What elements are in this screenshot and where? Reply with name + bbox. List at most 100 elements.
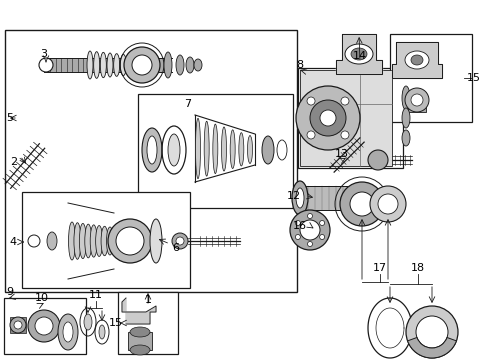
- Bar: [22, 192, 190, 288]
- Circle shape: [367, 150, 387, 170]
- Text: 1: 1: [144, 295, 151, 305]
- Circle shape: [309, 100, 346, 136]
- Ellipse shape: [195, 118, 200, 179]
- Circle shape: [349, 192, 373, 216]
- Circle shape: [108, 219, 152, 263]
- Wedge shape: [407, 337, 455, 358]
- Ellipse shape: [47, 232, 57, 250]
- Circle shape: [35, 317, 53, 335]
- Ellipse shape: [58, 314, 78, 350]
- Circle shape: [319, 234, 324, 239]
- Ellipse shape: [100, 52, 106, 78]
- Circle shape: [124, 47, 160, 83]
- Ellipse shape: [163, 52, 172, 78]
- Ellipse shape: [96, 226, 102, 256]
- Bar: [5, 30, 296, 292]
- Circle shape: [339, 182, 383, 226]
- Text: 3: 3: [41, 49, 47, 59]
- Text: 10: 10: [35, 293, 49, 303]
- Polygon shape: [391, 42, 441, 78]
- Ellipse shape: [291, 181, 307, 215]
- Ellipse shape: [185, 57, 194, 73]
- Bar: [44, 58, 172, 72]
- Text: 4: 4: [9, 237, 17, 247]
- Text: 12: 12: [286, 191, 301, 201]
- Circle shape: [377, 194, 397, 214]
- Ellipse shape: [130, 345, 150, 355]
- Circle shape: [306, 131, 314, 139]
- Ellipse shape: [247, 136, 252, 163]
- Ellipse shape: [401, 86, 409, 110]
- Ellipse shape: [350, 48, 366, 60]
- Ellipse shape: [68, 222, 75, 260]
- Ellipse shape: [84, 314, 92, 330]
- Text: 17: 17: [372, 263, 386, 273]
- Ellipse shape: [150, 219, 162, 263]
- Circle shape: [369, 186, 405, 222]
- Bar: [299, 186, 351, 210]
- Text: 13: 13: [334, 149, 348, 159]
- Bar: [10, 317, 26, 333]
- Bar: [297, 68, 402, 168]
- Circle shape: [410, 94, 422, 106]
- Ellipse shape: [204, 121, 209, 176]
- Circle shape: [172, 233, 187, 249]
- Text: 7: 7: [184, 99, 191, 109]
- Ellipse shape: [238, 133, 244, 166]
- Circle shape: [299, 220, 319, 240]
- Circle shape: [295, 220, 300, 225]
- Ellipse shape: [106, 227, 113, 255]
- Ellipse shape: [107, 53, 113, 77]
- Bar: [118, 292, 178, 354]
- Ellipse shape: [194, 59, 202, 71]
- Ellipse shape: [230, 130, 235, 168]
- Ellipse shape: [87, 51, 93, 79]
- Circle shape: [289, 210, 329, 250]
- Bar: [389, 34, 471, 122]
- Circle shape: [14, 321, 22, 329]
- Circle shape: [319, 220, 324, 225]
- Ellipse shape: [176, 55, 183, 75]
- Circle shape: [116, 227, 143, 255]
- Circle shape: [340, 131, 348, 139]
- Circle shape: [39, 58, 53, 72]
- Circle shape: [295, 86, 359, 150]
- Ellipse shape: [404, 51, 428, 69]
- Circle shape: [10, 317, 26, 333]
- Text: 2: 2: [10, 157, 18, 167]
- Text: 5: 5: [6, 113, 14, 123]
- Text: 8: 8: [296, 60, 303, 70]
- Bar: [138, 94, 292, 208]
- Ellipse shape: [262, 136, 273, 164]
- Circle shape: [404, 88, 428, 112]
- Circle shape: [28, 310, 60, 342]
- Text: 11: 11: [89, 290, 103, 300]
- Text: 9: 9: [6, 287, 14, 297]
- Bar: [299, 70, 391, 166]
- Ellipse shape: [99, 325, 105, 339]
- Ellipse shape: [221, 127, 226, 171]
- Circle shape: [295, 234, 300, 239]
- Circle shape: [307, 242, 312, 247]
- Ellipse shape: [113, 54, 120, 76]
- Ellipse shape: [127, 55, 133, 75]
- Text: 15: 15: [466, 73, 480, 83]
- Ellipse shape: [276, 140, 286, 160]
- Ellipse shape: [84, 224, 92, 258]
- Circle shape: [319, 110, 335, 126]
- Ellipse shape: [295, 188, 304, 208]
- Bar: [128, 332, 152, 350]
- Text: 14: 14: [352, 51, 366, 61]
- Ellipse shape: [90, 225, 97, 257]
- Text: 15: 15: [109, 318, 123, 328]
- Ellipse shape: [410, 55, 422, 65]
- Circle shape: [307, 213, 312, 219]
- Ellipse shape: [168, 134, 180, 166]
- Polygon shape: [122, 298, 156, 324]
- Ellipse shape: [401, 108, 409, 128]
- Ellipse shape: [130, 327, 150, 337]
- Ellipse shape: [63, 322, 73, 342]
- Ellipse shape: [74, 223, 81, 259]
- Bar: [407, 98, 425, 112]
- Text: 18: 18: [410, 263, 424, 273]
